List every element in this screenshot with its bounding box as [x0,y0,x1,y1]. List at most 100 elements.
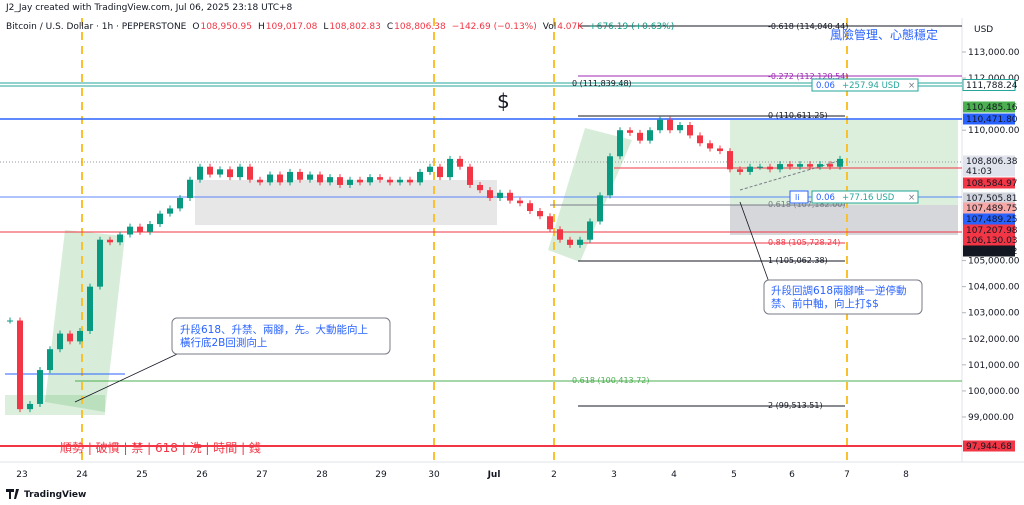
date-label: 5 [731,470,737,480]
legend-symbol: Bitcoin / U.S. Dollar · 1h · PEPPERSTONE [6,22,187,32]
price-tick-label: 110,000.00 [968,126,1020,136]
rules-note: 順勢 | 破慣 | 禁 | 618 | 洗 | 時間 | 錢 [60,440,261,455]
candle [177,197,183,209]
candle [227,169,233,178]
legend-vol-change: +676.19 (+0.63%) [589,22,674,32]
candle [497,192,503,198]
date-label: 7 [844,470,850,480]
brand: TradingView [24,490,86,500]
candle [137,226,143,232]
position-icon-box [789,190,809,204]
candle [577,239,583,245]
date-label: 2 [551,470,557,480]
position-close[interactable]: × [908,193,915,203]
candle [247,166,253,180]
candle [667,119,673,131]
candle [307,174,313,180]
price-tag [963,165,1015,177]
legend-h: 109,017.08 [266,22,318,32]
candle [657,119,663,131]
legend-vol: 4.07K [557,22,584,32]
price-tag [963,202,1015,214]
price-tag-label: 108,584.97 [966,179,1018,189]
price-tag-label: 105,991.92 [966,247,1018,257]
price-tick-label: 101,000.00 [968,361,1020,371]
candle [747,166,753,172]
price-tag-label: 110,485.16 [966,103,1018,113]
candle [317,174,323,183]
date-label: 24 [76,470,88,480]
candle [67,333,73,342]
fib-label: -0.618 (114,040.44) [768,22,848,31]
price-tick-label: 102,000.00 [968,335,1020,345]
candle [117,234,123,243]
candle [817,164,823,167]
date-label: 25 [136,470,147,480]
candle [327,177,333,183]
candle [597,195,603,222]
price-tag [963,440,1015,452]
candle [197,166,203,180]
price-tick-label: 99,000.00 [968,413,1014,423]
candle [57,333,63,350]
position-ratio: 0.06 [816,193,835,203]
price-tag [963,192,1015,204]
candle [147,224,153,232]
price-tick-label: 105,000.00 [968,257,1020,267]
candle [97,239,103,287]
candle [567,239,573,245]
price-tag-label: 110,471.80 [966,115,1018,125]
candle [7,320,13,322]
candle [337,177,343,185]
candle [637,132,643,141]
candle [757,166,763,168]
candle [707,143,713,149]
price-tick-label: 103,000.00 [968,309,1020,319]
price-tick-label: 100,000.00 [968,387,1020,397]
creator: J2_Jay created with TradingView.com, Jul… [5,3,293,13]
brand-logo [6,489,19,499]
position-pnl: +257.94 USD [842,81,900,91]
callout-text: 升段回調618兩腳唯一逆停動 [771,284,907,297]
price-tag [963,101,1015,113]
legend-h-label: H [258,22,265,32]
price-tag [963,245,1015,257]
legend: Bitcoin / U.S. Dollar · 1h · PEPPERSTONE… [6,22,674,32]
position-pnl: +77.16 USD [842,193,895,203]
candle [187,179,193,198]
candle [27,403,33,410]
candle [607,156,613,196]
candle [157,213,163,225]
legend-vol-label: Vol [543,22,556,32]
candle [427,166,433,172]
candle [527,203,533,212]
date-label: 29 [375,470,387,480]
legend-l: 108,802.83 [329,22,381,32]
price-tag [963,213,1015,225]
fib-label: 2 (99,513.51) [768,401,823,410]
price-tag-label: 107,489.25 [966,215,1018,225]
date-label: 4 [671,470,677,480]
candle [797,164,803,167]
price-tag-label: 97,944.68 [966,442,1012,452]
callout-box [171,317,391,355]
candle [357,179,363,183]
candle [367,177,373,183]
dollar-sign: $ [497,89,510,113]
candle [237,166,243,178]
candle [287,171,293,183]
candle [647,130,653,141]
candle [617,130,623,157]
candle [127,226,133,235]
callout-text: 橫行底2B回測向上 [180,336,267,349]
candle [77,330,83,342]
candle [267,174,273,183]
fib-label: 0.618 (107,182.00) [768,200,846,209]
candle [87,286,93,331]
legend-o: 108,950.95 [200,22,252,32]
candle [397,179,403,183]
candle [17,320,23,410]
candle [517,200,523,204]
position-close[interactable]: × [908,81,915,91]
